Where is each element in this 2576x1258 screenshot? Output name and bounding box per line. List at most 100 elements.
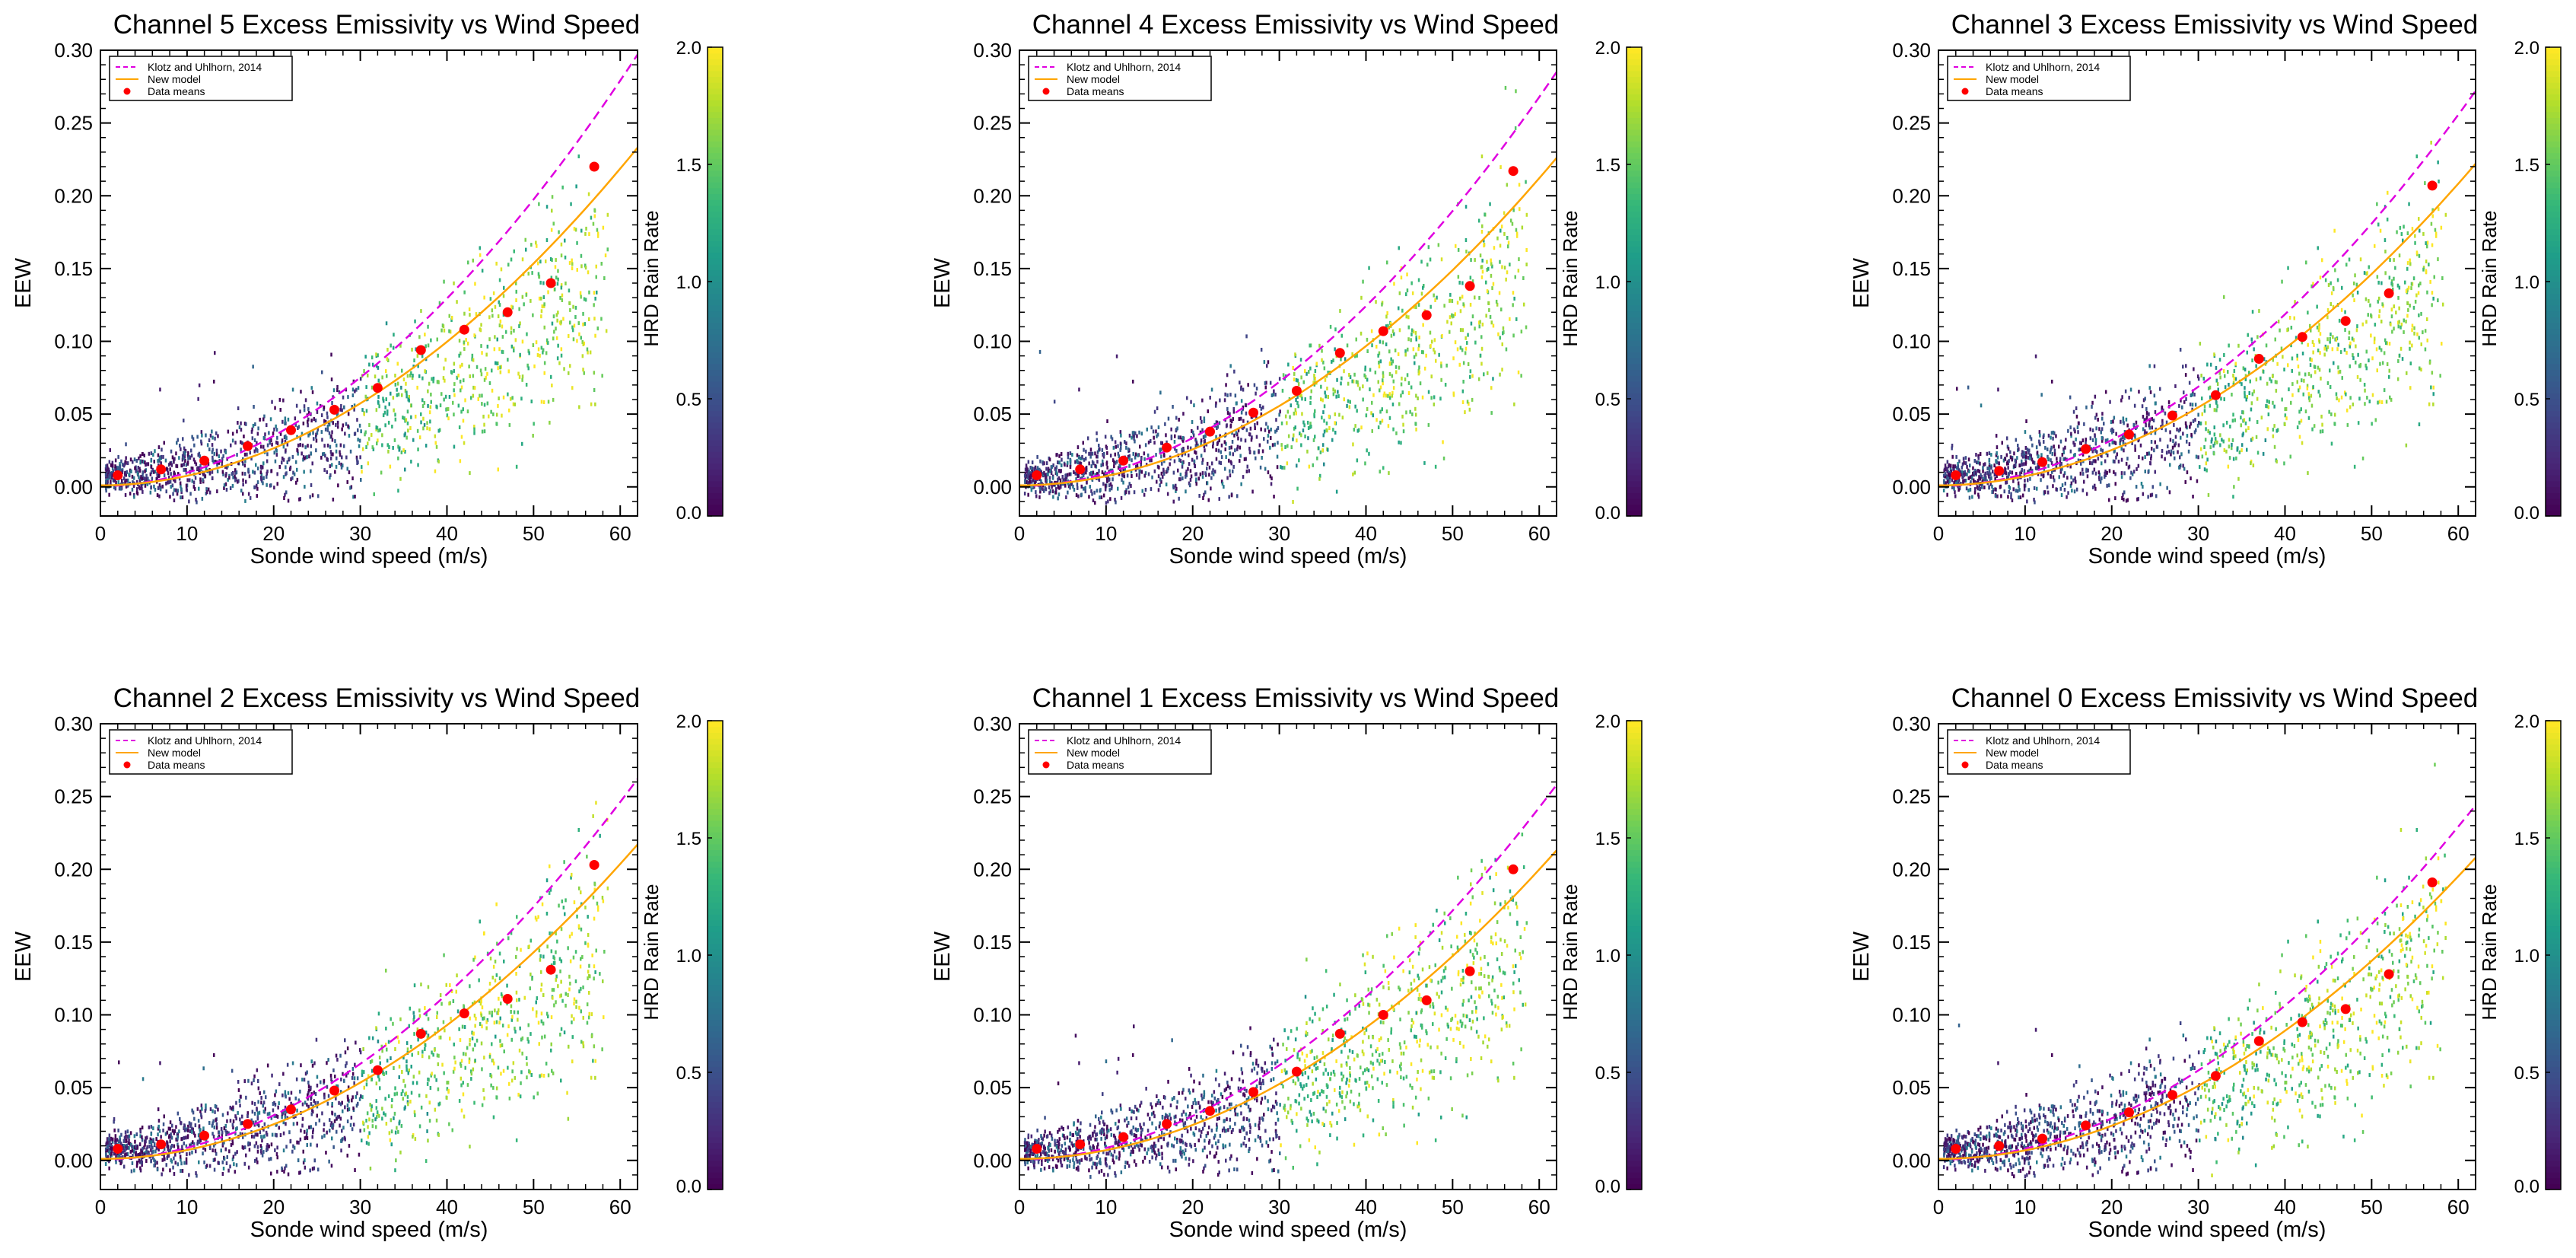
scatter-point: [362, 447, 364, 451]
scatter-point: [580, 264, 583, 268]
scatter-point: [2232, 419, 2234, 422]
scatter-point: [393, 396, 395, 400]
scatter-point: [2073, 443, 2075, 447]
scatter-point: [384, 423, 386, 427]
scatter-point: [463, 407, 465, 411]
scatter-point: [360, 377, 362, 381]
scatter-point: [1194, 451, 1196, 454]
scatter-point: [426, 421, 428, 425]
scatter-point: [1980, 487, 1982, 491]
scatter-point: [395, 383, 397, 387]
scatter-point: [533, 343, 535, 347]
scatter-point: [192, 479, 194, 483]
scatter-point: [1490, 411, 1493, 415]
scatter-point: [2166, 451, 2168, 454]
scatter-point: [531, 400, 533, 403]
scatter-point: [1318, 446, 1320, 450]
scatter-point: [2245, 428, 2247, 432]
scatter-point: [440, 329, 443, 333]
scatter-point: [2066, 495, 2068, 499]
scatter-point: [1353, 373, 1356, 377]
scatter-point: [2345, 263, 2348, 266]
scatter-point: [2134, 404, 2136, 408]
scatter-point: [2216, 441, 2218, 444]
scatter-point: [1415, 428, 1417, 432]
scatter-point: [1952, 464, 1954, 468]
scatter-point: [2070, 432, 2072, 436]
scatter-point: [1386, 311, 1388, 315]
scatter-point: [1311, 390, 1313, 393]
scatter-point: [1271, 393, 1274, 397]
scatter-point: [2215, 366, 2218, 370]
scatter-point: [1422, 323, 1424, 327]
scatter-point: [1464, 410, 1466, 414]
scatter-point: [119, 487, 121, 491]
colorbar-segment: [1627, 176, 1642, 182]
scatter-point: [148, 452, 151, 456]
scatter-point: [2415, 300, 2417, 304]
scatter-point: [2161, 449, 2164, 453]
scatter-point: [379, 428, 381, 432]
scatter-point: [401, 369, 403, 373]
scatter-point: [1292, 500, 1294, 504]
scatter-point: [2412, 227, 2414, 231]
scatter-point: [357, 428, 359, 432]
scatter-point: [154, 449, 156, 453]
scatter-point: [1148, 473, 1150, 476]
scatter-point: [1037, 466, 1039, 470]
scatter-point: [2069, 425, 2072, 429]
colorbar-tick-label: 2.0: [676, 38, 701, 59]
scatter-point: [330, 450, 332, 454]
colorbar-segment: [1627, 264, 1642, 270]
scatter-point: [405, 382, 407, 386]
scatter-point: [2210, 445, 2212, 449]
scatter-point: [397, 362, 399, 366]
scatter-point: [405, 436, 408, 440]
scatter-point: [307, 444, 309, 447]
scatter-point: [1490, 315, 1492, 319]
scatter-point: [1219, 497, 1221, 501]
scatter-point: [1176, 426, 1178, 430]
scatter-point: [460, 459, 462, 463]
scatter-point: [345, 456, 348, 460]
scatter-point: [112, 464, 114, 468]
scatter-point: [295, 460, 297, 464]
scatter-point: [1459, 297, 1461, 301]
scatter-point: [580, 336, 583, 339]
scatter-point: [2136, 467, 2138, 471]
scatter-point: [576, 241, 578, 245]
scatter-point: [1163, 453, 1166, 457]
scatter-point: [430, 405, 432, 409]
scatter-point: [1378, 425, 1380, 429]
colorbar-segment: [708, 100, 723, 106]
scatter-point: [1324, 404, 1326, 408]
scatter-point: [1067, 452, 1070, 456]
scatter-point: [1379, 410, 1382, 414]
scatter-point: [1490, 274, 1493, 278]
scatter-point: [601, 262, 603, 266]
scatter-point: [169, 461, 171, 465]
scatter-point: [1220, 451, 1223, 454]
scatter-point: [1175, 487, 1178, 491]
scatter-point: [1224, 440, 1226, 444]
colorbar-tick-label: 0.0: [1595, 503, 1620, 524]
scatter-point: [405, 418, 408, 422]
scatter-point: [300, 390, 302, 393]
scatter-point: [2328, 410, 2330, 414]
scatter-point: [144, 454, 146, 457]
scatter-point: [1461, 295, 1464, 298]
scatter-point: [1158, 466, 1160, 470]
scatter-point: [2070, 476, 2072, 479]
scatter-point: [1405, 292, 1407, 296]
scatter-point: [1229, 473, 1232, 477]
scatter-point: [553, 330, 555, 334]
scatter-point: [232, 484, 234, 488]
scatter-point: [523, 302, 525, 306]
scatter-point: [2224, 397, 2226, 401]
scatter-point: [1989, 459, 1991, 463]
scatter-point: [1410, 333, 1413, 336]
scatter-point: [1048, 486, 1051, 489]
scatter-point: [1196, 441, 1198, 445]
scatter-point: [443, 324, 445, 328]
scatter-point: [310, 483, 313, 487]
